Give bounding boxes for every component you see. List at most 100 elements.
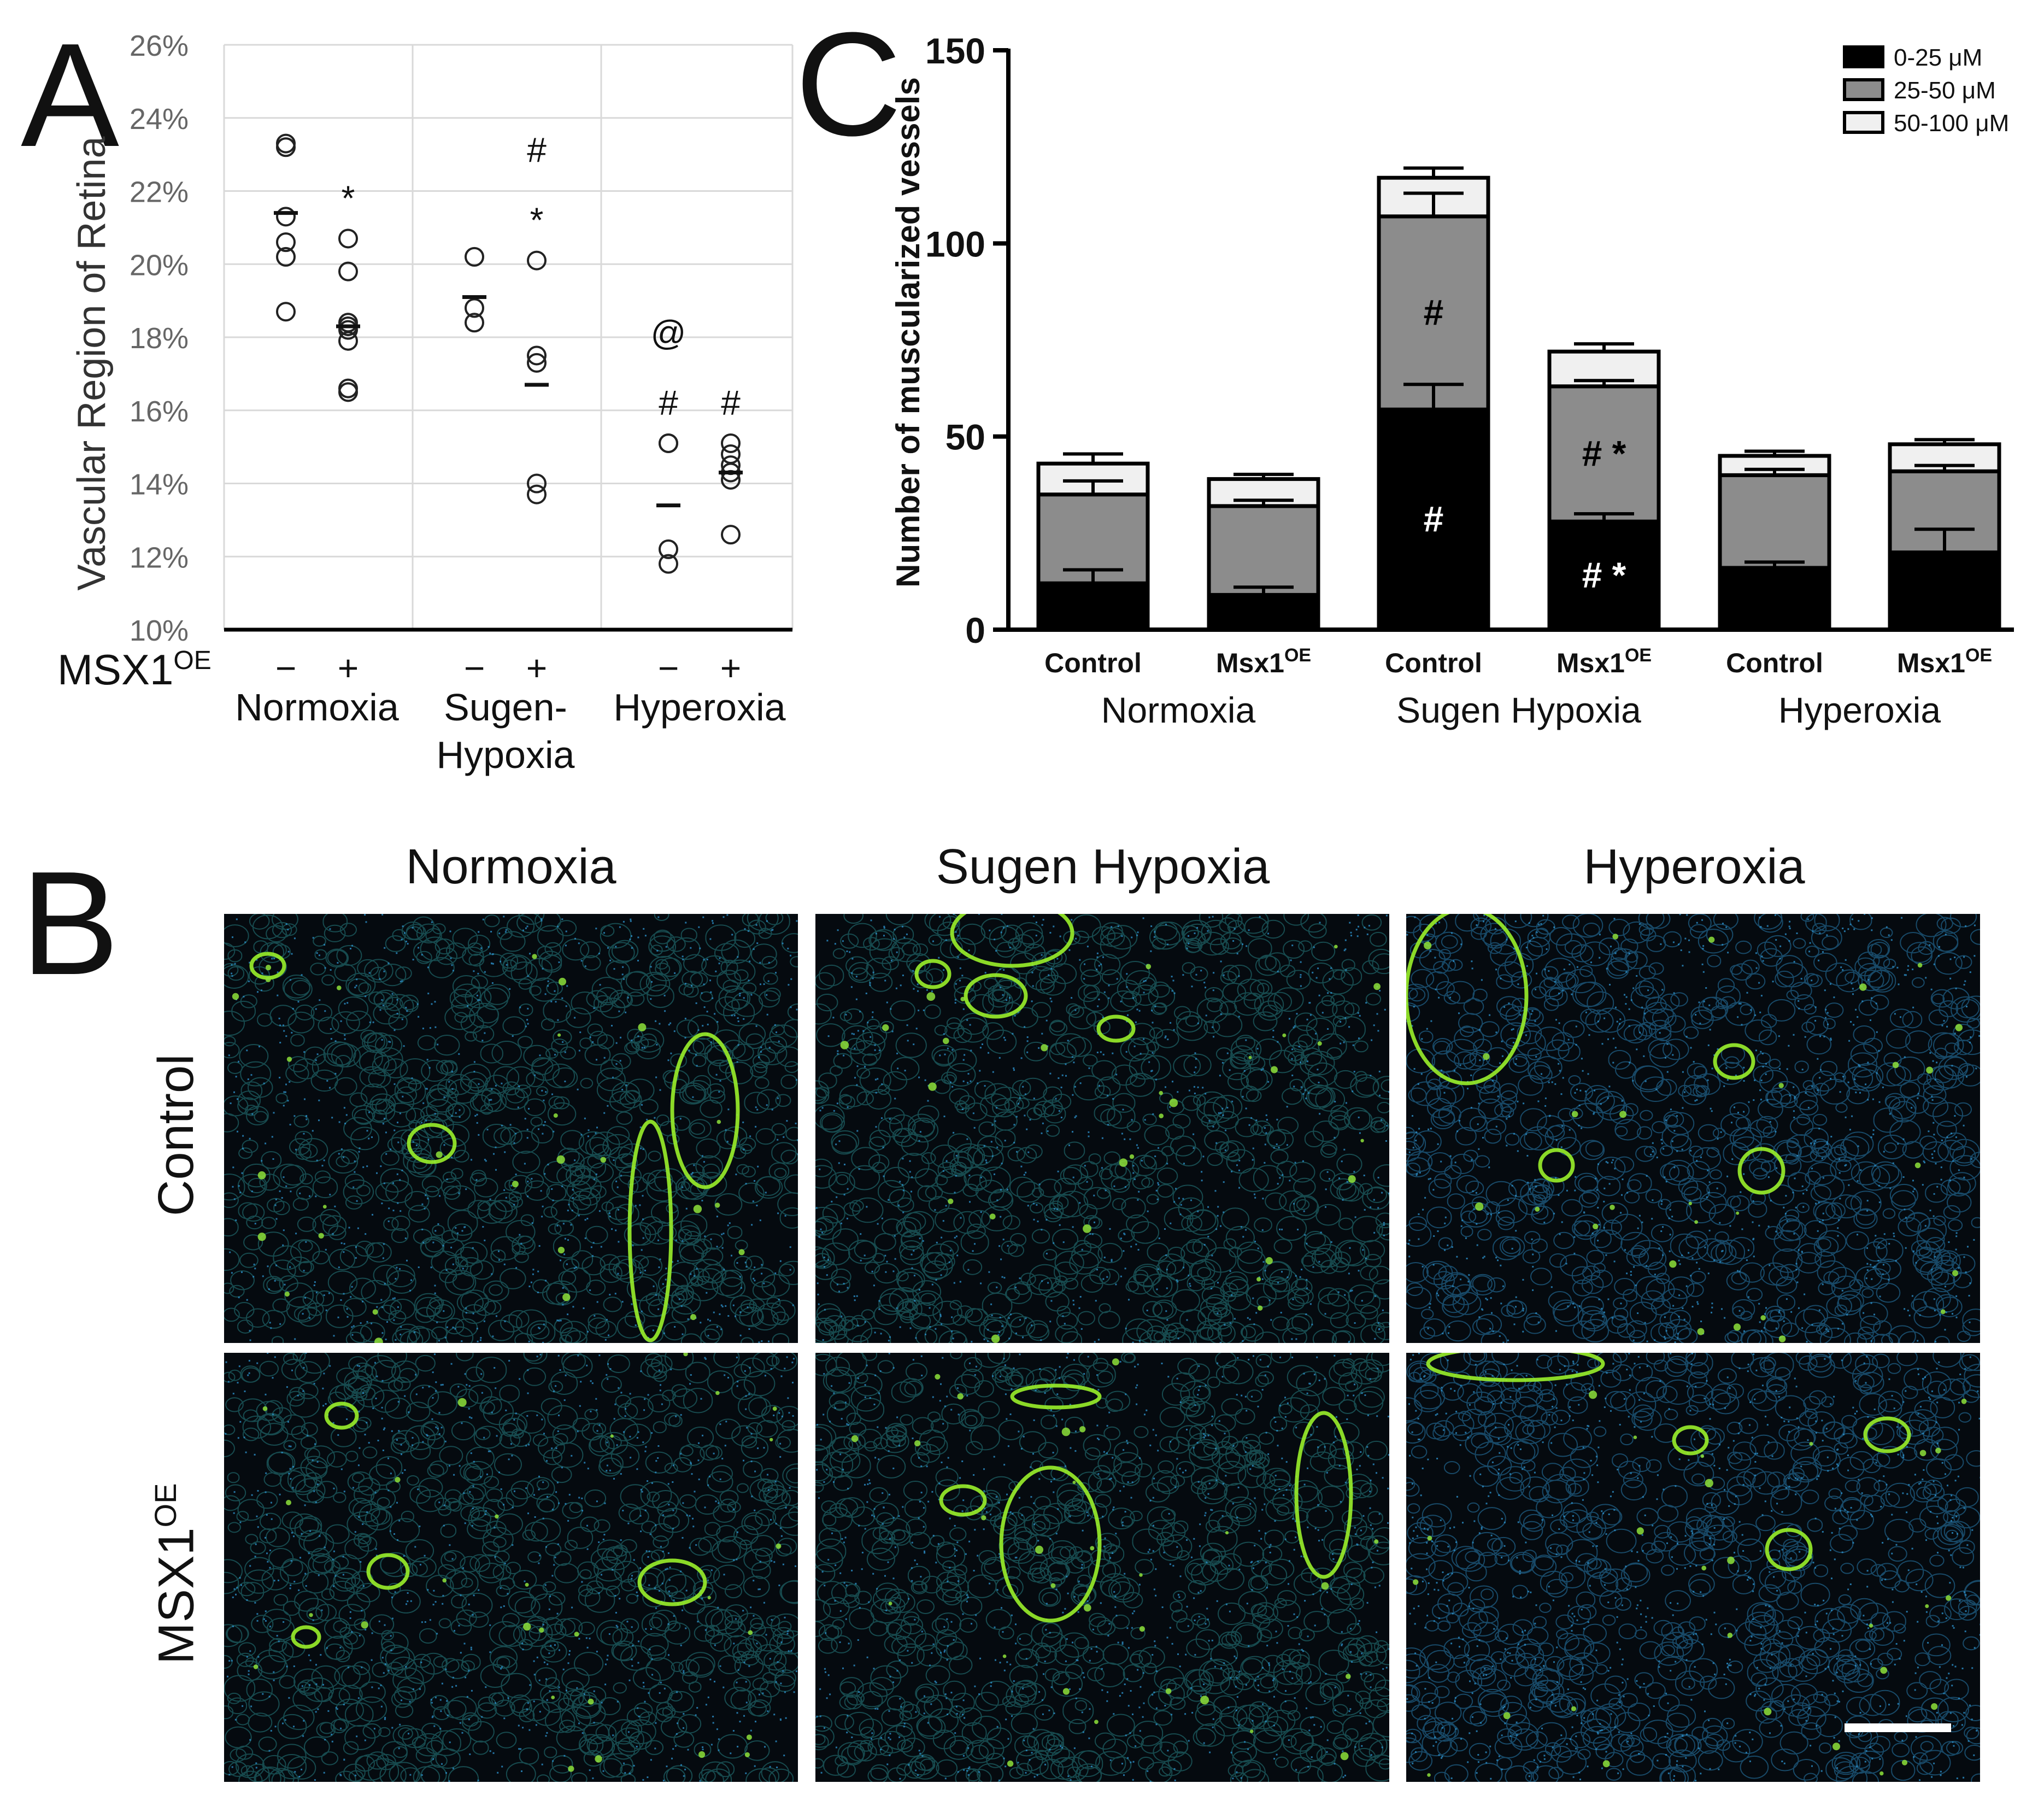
micrograph-tissue-texture — [224, 914, 798, 1343]
panel-b-title-hyperoxia: Hyperoxia — [1583, 840, 1805, 894]
micrograph-green-signal — [559, 977, 566, 986]
micrograph-green-signal — [1925, 1604, 1929, 1608]
micrograph-green-signal — [690, 1314, 696, 1321]
micrograph-green-signal — [715, 1202, 720, 1208]
panel-c-significance-mark: # * — [1582, 433, 1626, 473]
micrograph-green-signal — [1271, 1066, 1278, 1074]
panel-c-significance-mark: # — [1424, 499, 1444, 539]
panel-c-significance-mark: # — [1424, 292, 1444, 333]
micrograph-green-signal — [1139, 1626, 1145, 1632]
micrograph-green-signal — [551, 1696, 555, 1699]
micrograph-green-signal — [532, 954, 537, 959]
panel-a-group-label: Normoxia — [235, 686, 399, 729]
micrograph-green-signal — [1602, 1760, 1610, 1768]
micrograph-green-signal — [286, 1057, 292, 1062]
panel-a-y-tick-label: 18% — [130, 322, 189, 355]
micrograph-green-signal — [716, 1119, 721, 1124]
micrograph-green-signal — [1072, 1481, 1076, 1484]
micrograph-green-signal — [1079, 1426, 1086, 1433]
panel-a-condition-sign: + — [526, 648, 548, 688]
micrograph-green-signal — [1007, 1760, 1014, 1767]
panel-a-gridlines — [223, 44, 794, 631]
micrograph-green-signal — [957, 1393, 964, 1400]
panel-a-y-tick-label: 20% — [130, 249, 189, 281]
micrograph-green-signal — [1084, 1604, 1091, 1612]
micrograph-green-signal — [1727, 1556, 1735, 1564]
panel-c-category-labels: Control Msx1OE Control Msx1OE Control Msx1OE — [1044, 645, 1992, 678]
micrograph-green-signal — [1610, 1205, 1615, 1210]
panel-c-y-axis-label: Number of muscularized vessels — [890, 77, 926, 588]
panel-c-error-bars — [1063, 166, 1975, 595]
panel-b-row-label-msx1oe: MSX1OE — [148, 1483, 204, 1664]
micrograph-green-signal — [556, 1155, 565, 1164]
micrograph-green-signal — [1165, 1688, 1172, 1694]
micrograph-green-signal — [1146, 964, 1152, 970]
panel-a-data-point — [338, 228, 358, 249]
micrograph-tissue-texture — [815, 1353, 1389, 1782]
micrograph-green-signal — [1700, 1454, 1705, 1458]
panel-a-data-point — [527, 250, 547, 271]
micrograph-green-signal — [1282, 1033, 1287, 1037]
micrograph-vessel — [950, 914, 1074, 968]
micrograph-vessel — [291, 1625, 321, 1649]
panel-c-bars — [1036, 175, 2001, 632]
panel-c-legend-swatch — [1843, 78, 1884, 101]
panel-a-condition-sign: − — [464, 648, 485, 688]
micrograph-green-signal — [1914, 1162, 1921, 1169]
micrograph-green-signal — [523, 1622, 531, 1631]
panel-a-y-tick-label: 24% — [130, 103, 189, 136]
micrograph-green-signal — [495, 1514, 499, 1519]
micrograph-vessel — [1096, 1014, 1136, 1043]
micrograph-vessel — [1672, 1425, 1709, 1456]
micrograph-green-signal — [1892, 1061, 1899, 1069]
panel-c-legend-label: 25-50 μM — [1894, 77, 1996, 104]
panel-a-y-tick-label: 16% — [130, 395, 189, 428]
panel-a-row-label: MSX1OE — [57, 646, 212, 694]
micrograph-green-signal — [588, 1698, 594, 1705]
micrograph-green-signal — [1129, 1154, 1135, 1159]
micrograph-green-signal — [770, 1438, 773, 1442]
panel-c-legend-label: 0-25 μM — [1894, 44, 1982, 71]
micrograph-green-signal — [512, 1181, 519, 1188]
svg-text:MSX1OE: MSX1OE — [57, 646, 212, 694]
micrograph-green-signal — [1321, 1582, 1329, 1590]
micrograph-green-signal — [1248, 1055, 1252, 1059]
micrograph-green-signal — [1169, 1098, 1178, 1107]
micrograph-green-signal — [1340, 1752, 1349, 1761]
micrograph-green-signal — [600, 1157, 607, 1163]
micrograph-green-signal — [265, 977, 271, 982]
panel-c-stacked-bar-chart: Number of muscularized vessels 0 50 100 150… — [890, 31, 2014, 730]
panel-a-data-point — [338, 382, 358, 402]
micrograph-green-signal — [738, 1249, 745, 1256]
micrograph-green-signal — [525, 1582, 529, 1587]
micrograph-vessel — [1426, 1353, 1605, 1382]
micrograph-green-signal — [638, 1023, 647, 1031]
micrograph-green-signal — [1764, 1708, 1772, 1716]
micrograph-green-signal — [1535, 1206, 1540, 1212]
micrograph-green-signal — [265, 965, 272, 971]
micrograph-green-signal — [361, 1621, 368, 1629]
micrograph-green-signal — [840, 1041, 849, 1049]
panel-a-significance-mark: # — [721, 383, 741, 423]
micrograph-green-signal — [1249, 1729, 1254, 1733]
micrograph-green-signal — [1050, 1583, 1056, 1588]
panel-a-y-tick-label: 12% — [130, 541, 189, 574]
micrograph-green-signal — [1926, 1066, 1933, 1074]
panel-a-data-point — [465, 313, 484, 333]
micrograph-green-signal — [322, 1205, 327, 1209]
micrograph-vessel — [939, 1484, 987, 1517]
micrograph-green-signal — [707, 1595, 711, 1600]
micrograph-hyperoxia-control — [1406, 914, 1980, 1343]
panel-a-condition-sign: + — [720, 648, 742, 688]
micrograph-green-signal — [1917, 963, 1923, 968]
micrograph-green-signal — [1258, 1305, 1263, 1311]
micrograph-green-signal — [1159, 1090, 1163, 1095]
panel-c-bar-segment — [1377, 407, 1490, 632]
panel-c-legend-swatch — [1843, 45, 1884, 68]
panel-letter-a: A — [21, 13, 120, 178]
micrograph-green-signal — [1879, 1771, 1884, 1776]
micrograph-tissue-texture — [224, 1353, 798, 1782]
micrograph-vessel — [999, 1465, 1102, 1623]
micrograph-green-signal — [1427, 1773, 1431, 1777]
micrograph-green-signal — [1503, 1712, 1511, 1720]
